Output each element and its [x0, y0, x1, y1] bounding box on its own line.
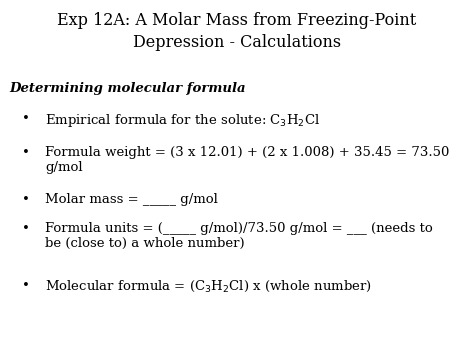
Text: •: • [22, 193, 30, 207]
Text: •: • [22, 112, 30, 125]
Text: Exp 12A: A Molar Mass from Freezing-Point
Depression - Calculations: Exp 12A: A Molar Mass from Freezing-Poin… [57, 12, 417, 51]
Text: •: • [22, 222, 30, 235]
Text: •: • [22, 279, 30, 292]
Text: •: • [22, 146, 30, 159]
Text: Empirical formula for the solute: C$_3$H$_2$Cl: Empirical formula for the solute: C$_3$H… [45, 112, 320, 129]
Text: Determining molecular formula: Determining molecular formula [9, 82, 246, 95]
Text: Molecular formula = (C$_3$H$_2$Cl) x (whole number): Molecular formula = (C$_3$H$_2$Cl) x (wh… [45, 279, 372, 294]
Text: Molar mass = _____ g/mol: Molar mass = _____ g/mol [45, 193, 218, 207]
Text: Formula weight = (3 x 12.01) + (2 x 1.008) + 35.45 = 73.50
g/mol: Formula weight = (3 x 12.01) + (2 x 1.00… [45, 146, 449, 174]
Text: Formula units = (_____ g/mol)/73.50 g/mol = ___ (needs to
be (close to) a whole : Formula units = (_____ g/mol)/73.50 g/mo… [45, 222, 433, 250]
